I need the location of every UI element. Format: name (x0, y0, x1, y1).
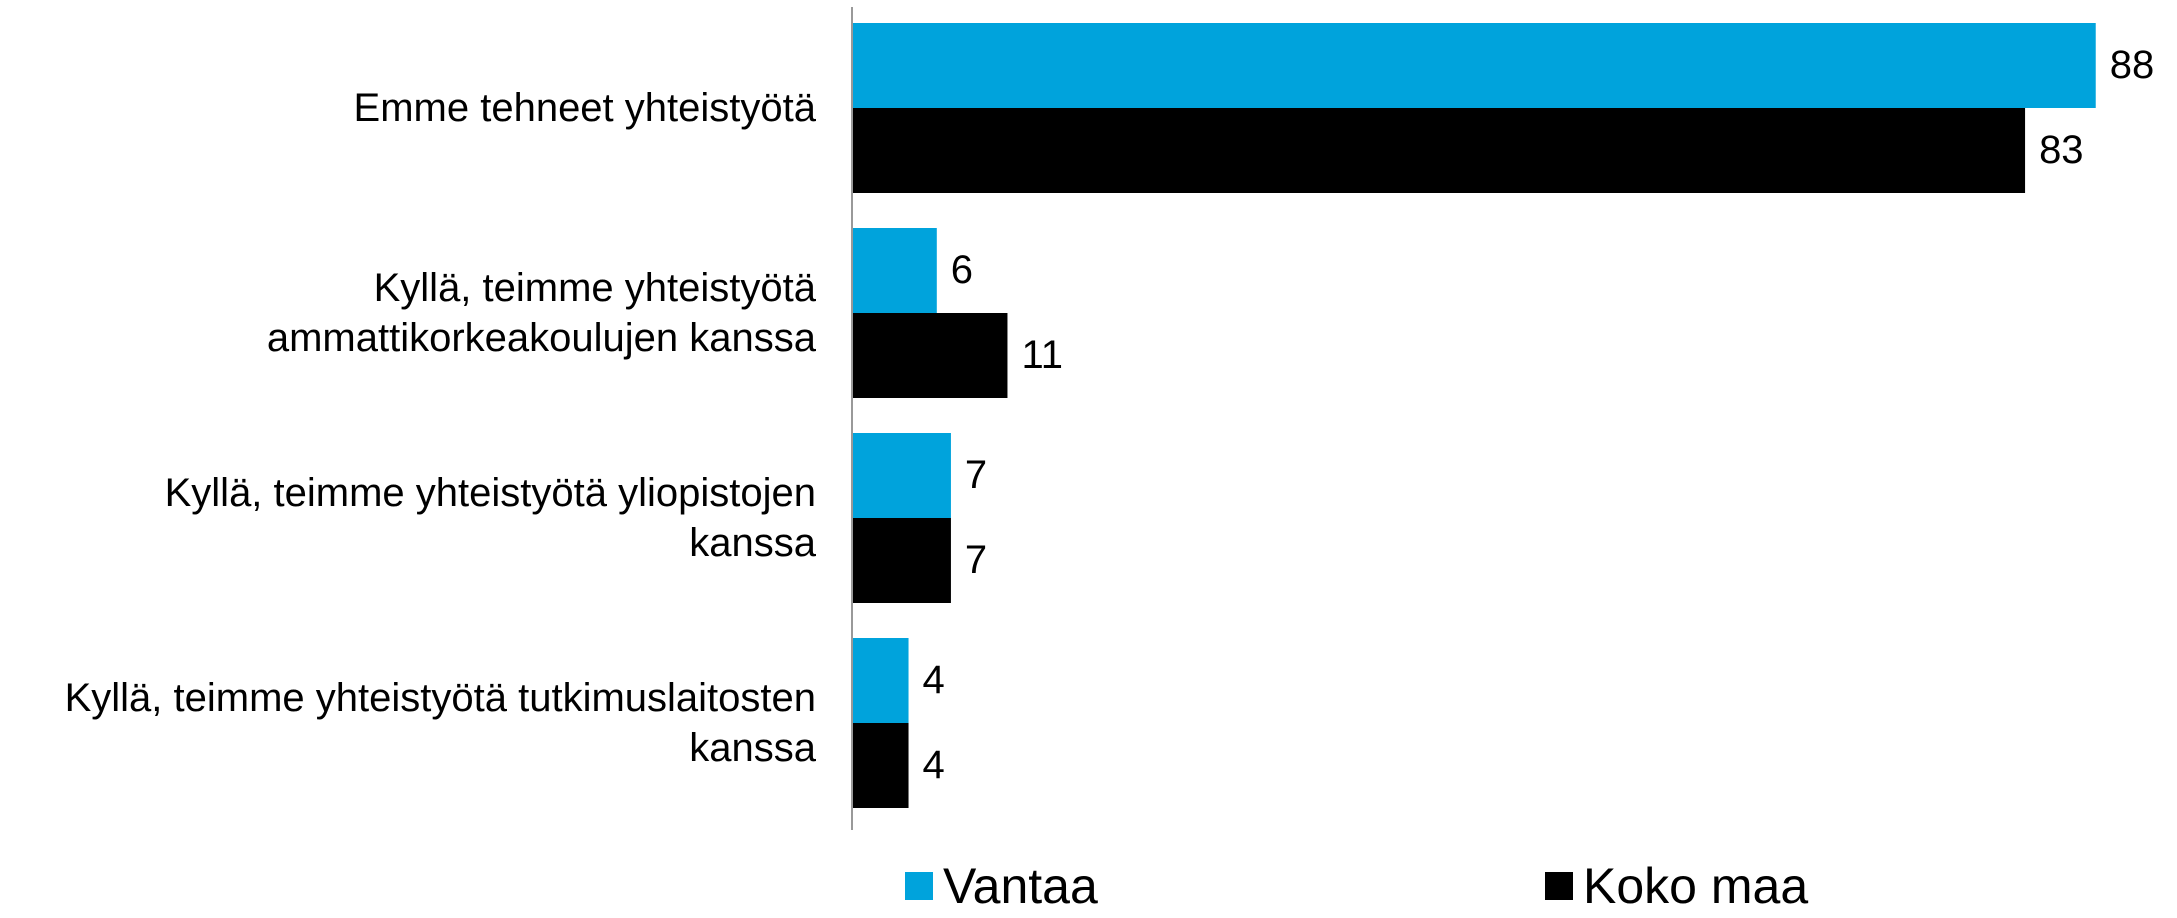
bar (852, 108, 2026, 193)
data-label: 6 (951, 248, 973, 292)
legend-swatch (905, 872, 933, 900)
legend-swatch (1545, 872, 1573, 900)
category-label: Kyllä, teimme yhteistyötä yliopistojen k… (164, 471, 816, 565)
legend-label: Koko maa (1583, 858, 1808, 914)
bar (852, 228, 937, 313)
data-label: 7 (965, 453, 987, 497)
legend-label: Vantaa (943, 858, 1098, 914)
bar (852, 723, 909, 808)
bar (852, 313, 1008, 398)
category-label: Emme tehneet yhteistyötä (353, 86, 816, 130)
data-label: 4 (923, 658, 945, 702)
bar (852, 433, 951, 518)
bar (852, 638, 909, 723)
category-label: Kyllä, teimme yhteistyötä tutkimuslaitos… (64, 676, 816, 770)
data-label: 88 (2110, 43, 2155, 87)
data-label: 7 (965, 538, 987, 582)
bar (852, 23, 2096, 108)
bar (852, 518, 951, 603)
data-label: 83 (2039, 128, 2084, 172)
category-label: Kyllä, teimme yhteistyötä ammattikorkeak… (266, 266, 816, 360)
data-label: 11 (1021, 333, 1063, 377)
data-label: 4 (923, 743, 945, 787)
